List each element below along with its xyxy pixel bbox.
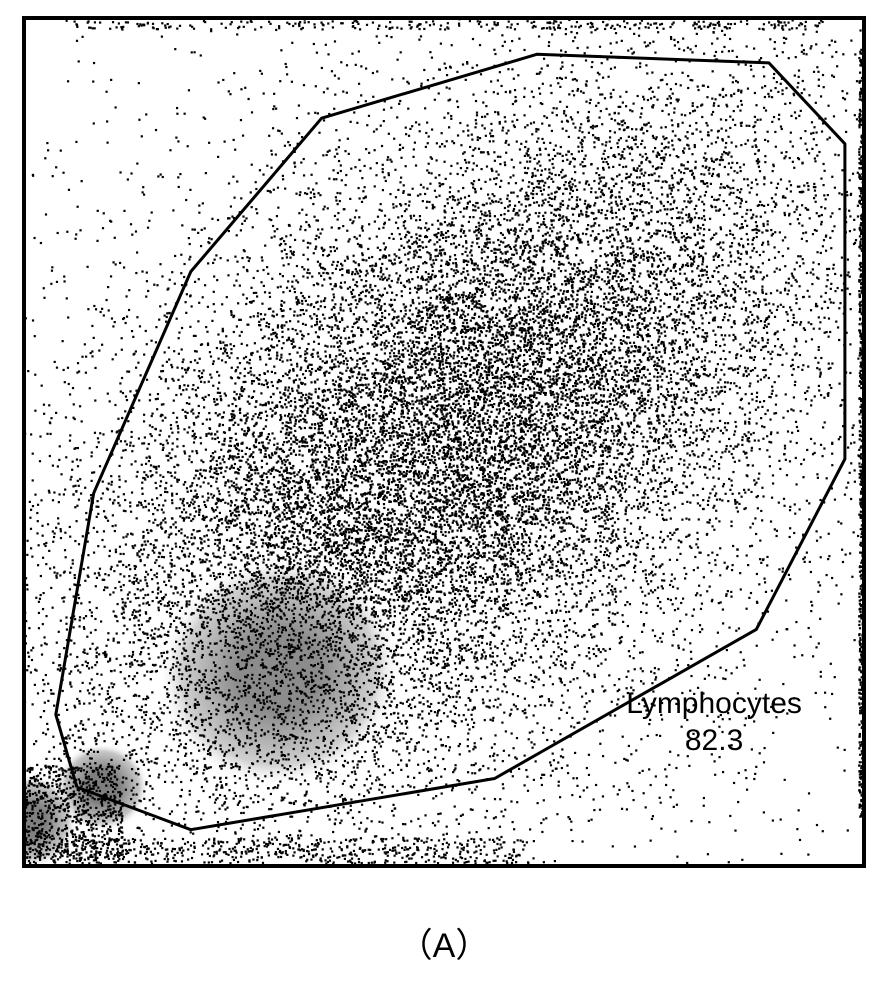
figure-caption: （A） (0, 918, 888, 967)
flow-cytometry-plot: Lymphocytes 82.3 (22, 16, 866, 868)
gate-label: Lymphocytes 82.3 (614, 685, 814, 760)
page-root: Lymphocytes 82.3 （A） (0, 0, 888, 982)
